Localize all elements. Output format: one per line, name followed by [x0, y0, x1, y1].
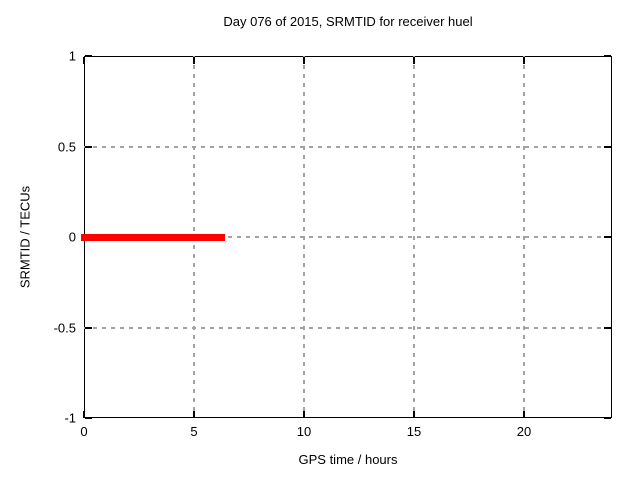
x-tick-label: 15: [406, 424, 422, 439]
y-tick-label: -1: [64, 410, 76, 426]
y-tick-left: [85, 55, 92, 57]
y-tick-right: [604, 55, 611, 57]
x-tick-label: 10: [296, 424, 312, 439]
y-tick-label: 1: [68, 48, 76, 64]
y-tick-left: [85, 145, 92, 148]
y-axis-label: SRMTID / TECUs: [17, 185, 33, 289]
data-series-line: [81, 233, 225, 241]
x-tick-top: [83, 57, 85, 64]
x-tick-top: [193, 57, 195, 64]
y-tick-right: [604, 145, 611, 148]
x-tick-label: 20: [516, 424, 532, 439]
x-tick-bottom: [523, 411, 525, 418]
x-tick-bottom: [303, 411, 305, 418]
y-tick-label: 0.5: [57, 139, 76, 154]
x-tick-bottom: [413, 411, 415, 418]
y-tick-right: [604, 417, 611, 419]
chart-title: Day 076 of 2015, SRMTID for receiver hue…: [223, 14, 473, 29]
y-gridline: [84, 236, 612, 238]
y-tick-label: -0.5: [53, 320, 76, 335]
x-axis-label: GPS time / hours: [298, 452, 398, 467]
y-tick-label: 0: [68, 229, 76, 245]
y-tick-right: [604, 326, 611, 329]
y-tick-left: [85, 417, 92, 419]
y-gridline: [84, 145, 612, 148]
y-tick-right: [604, 236, 611, 238]
x-tick-label: 0: [80, 424, 88, 439]
y-gridline: [84, 326, 612, 329]
x-tick-top: [303, 57, 305, 64]
x-tick-top: [523, 57, 525, 64]
x-tick-bottom: [193, 411, 195, 418]
x-tick-top: [413, 57, 415, 64]
x-tick-label: 5: [190, 424, 198, 439]
x-tick-bottom: [83, 411, 85, 418]
y-tick-left: [85, 326, 92, 329]
